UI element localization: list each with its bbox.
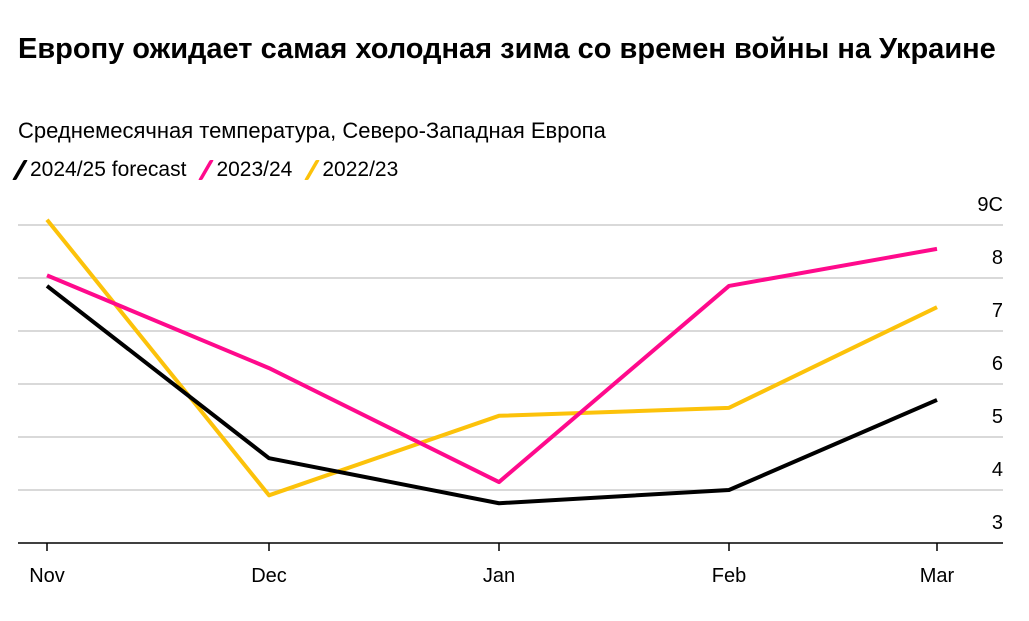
chart-subtitle: Среднемесячная температура, Северо-Запад… [18,118,606,143]
legend-item: 2024/25 forecast [12,158,187,182]
y-tick-label: 8 [992,247,1003,269]
legend-label: 2023/24 [216,158,293,181]
y-tick-label: 3 [992,512,1003,534]
series-line-2022-23 [45,218,938,498]
chart-title: Европу ожидает самая холодная зима со вр… [18,33,996,65]
x-tick-label: Feb [712,565,746,587]
legend-item: 2022/23 [304,158,399,182]
legend-label: 2022/23 [322,158,399,181]
legend-label: 2024/25 forecast [30,158,187,181]
series-line-2023-24 [46,246,938,485]
y-tick-label: 4 [992,459,1003,481]
y-tick-label: 9C [977,194,1003,216]
y-tick-label: 5 [992,406,1003,428]
y-tick-label: 6 [992,353,1003,375]
legend: 2024/25 forecast 2023/24 2022/23 [12,158,399,182]
legend-item: 2023/24 [198,158,293,182]
x-tick-label: Dec [251,565,287,587]
x-tick-label: Mar [920,565,955,587]
x-tick-label: Jan [483,565,515,587]
x-tick-label: Nov [29,565,65,587]
y-tick-label: 7 [992,300,1003,322]
series-line-2024-25-forecast [45,284,938,506]
